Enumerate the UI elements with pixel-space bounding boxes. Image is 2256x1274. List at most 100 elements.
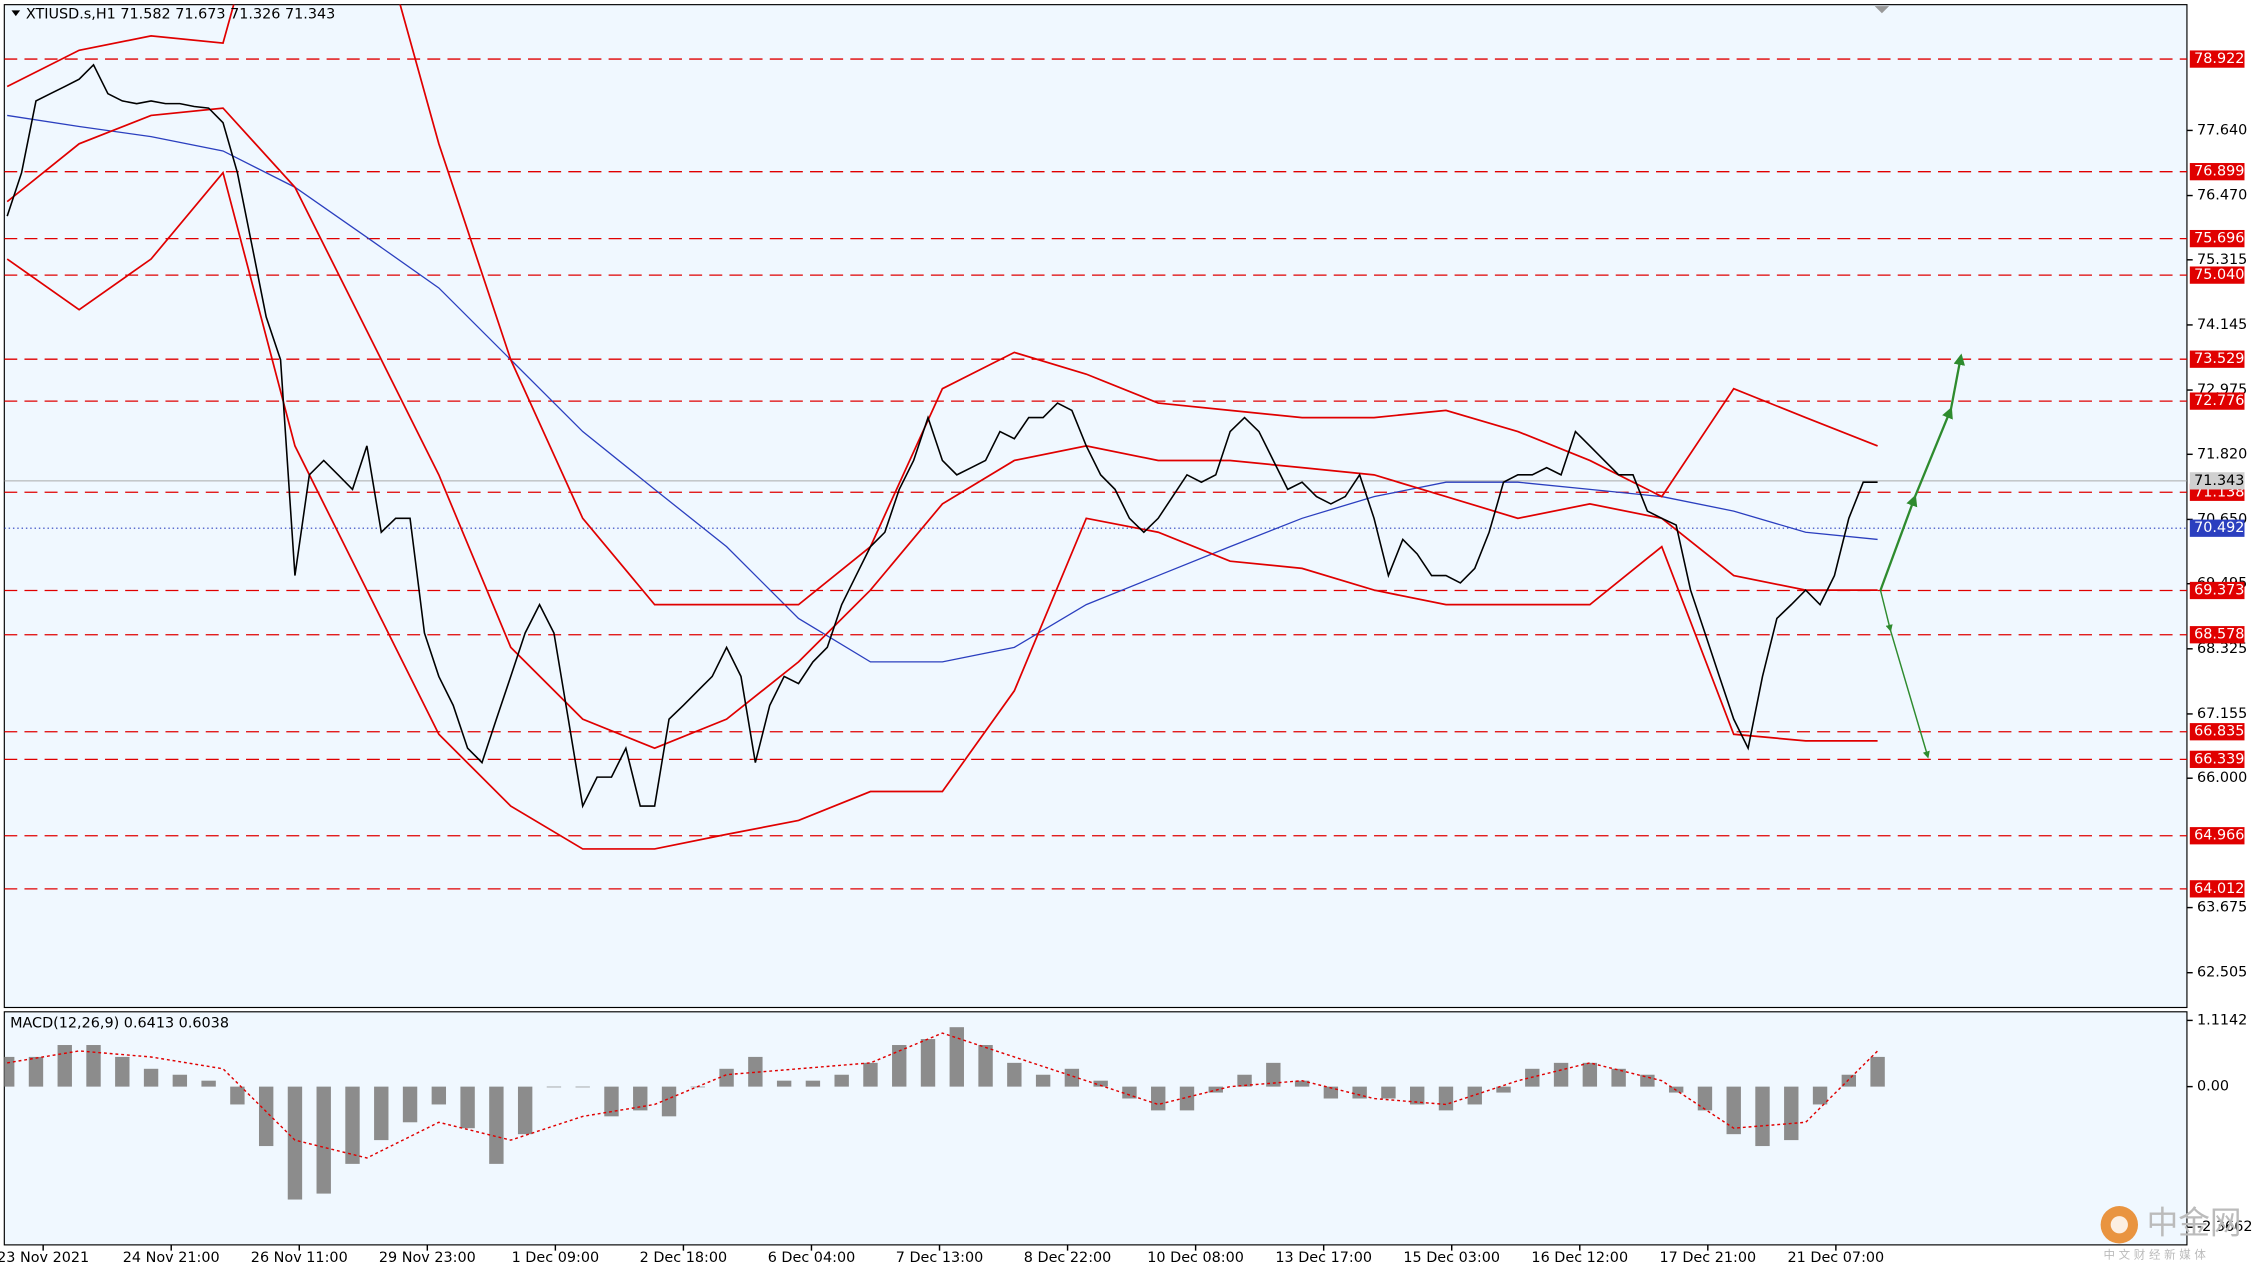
level-box (2189, 229, 2245, 248)
level-label: 73.529 (2194, 351, 2244, 367)
level-box (2189, 266, 2245, 284)
level-label: 64.966 (2194, 828, 2244, 844)
level-label: 64.012 (2194, 881, 2244, 897)
macd-bar (316, 1086, 331, 1194)
macd-bar (1611, 1068, 1626, 1087)
macd-bar (1266, 1062, 1281, 1087)
macd-bar (258, 1086, 274, 1147)
x-tick-label: 15 Dec 03:00 (1403, 1250, 1500, 1266)
macd-bar (1496, 1086, 1511, 1093)
arrow-down-1 (1879, 590, 1893, 632)
level-label: 66.835 (2194, 724, 2244, 740)
x-tick-label: 13 Dec 17:00 (1275, 1250, 1372, 1266)
macd-bar (1122, 1086, 1137, 1099)
macd-bar (920, 1039, 936, 1087)
current-price-label: 71.343 (2194, 473, 2244, 489)
y-tick-label: 71.820 (2197, 446, 2247, 462)
watermark-logo-inner (2110, 1216, 2128, 1234)
macd-bar (834, 1074, 849, 1087)
macd-bar (1093, 1080, 1108, 1087)
macd-bar (604, 1086, 619, 1117)
macd-bar (1812, 1086, 1828, 1105)
level-label: 72.776 (2194, 393, 2244, 409)
macd-bar (1755, 1086, 1770, 1147)
macd-bar (115, 1056, 130, 1087)
level-label: 75.696 (2194, 231, 2244, 247)
macd-bar (575, 1086, 590, 1088)
macd-bar (1151, 1086, 1166, 1111)
y-tick-label: 63.675 (2197, 900, 2247, 916)
watermark-brand: 中金网 (2147, 1206, 2242, 1242)
macd-bar (1697, 1086, 1713, 1111)
macd-bar (517, 1086, 533, 1135)
macd-bar (1438, 1086, 1454, 1111)
shift-marker (1874, 6, 1890, 14)
macd-bar (28, 1056, 44, 1087)
macd-bar (1410, 1086, 1425, 1105)
level-box (2189, 350, 2245, 368)
macd-bar (4, 1056, 15, 1087)
macd-bar (1294, 1080, 1310, 1087)
projection-arrows (1879, 353, 1965, 759)
symbol-title: XTIUSD.s,H1 71.582 71.673 71.326 71.343 (26, 7, 335, 23)
macd-bar (431, 1086, 447, 1105)
macd-tick-label: -2.3662 (2197, 1219, 2253, 1235)
macd-bar (863, 1062, 878, 1087)
macd-bar (402, 1086, 418, 1123)
watermark: 中金网 中 文 财 经 新 媒 体 (2100, 1206, 2242, 1261)
macd-bar (719, 1068, 734, 1087)
macd-bar (1640, 1074, 1655, 1087)
y-tick-label: 75.315 (2197, 252, 2247, 268)
macd-bar (1467, 1086, 1482, 1105)
level-box (2189, 163, 2245, 181)
macd-bar (949, 1027, 964, 1087)
watermark-tagline: 中 文 财 经 新 媒 体 (2103, 1247, 2206, 1261)
macd-bar (633, 1086, 648, 1111)
macd-signal (7, 1032, 1879, 1159)
level-box (2189, 723, 2245, 741)
macd-bar (143, 1068, 159, 1087)
macd-bar (345, 1086, 360, 1164)
ma-level-label: 70.492 (2194, 520, 2244, 536)
macd-bar (1064, 1068, 1080, 1087)
x-tick-label: 16 Dec 12:00 (1531, 1250, 1628, 1266)
macd-bar (1582, 1062, 1598, 1087)
arrow-up-3 (1949, 353, 1965, 410)
level-label: 68.578 (2194, 627, 2244, 643)
macd-bar (460, 1086, 475, 1129)
macd-bar (1841, 1074, 1857, 1087)
macd-bar (86, 1045, 101, 1087)
macd-bar (1870, 1056, 1885, 1087)
macd-bar (978, 1045, 993, 1087)
x-tick-label: 26 Nov 11:00 (251, 1250, 348, 1266)
level-label: 75.040 (2194, 267, 2244, 283)
macd-bar (201, 1080, 216, 1087)
level-box (2189, 880, 2245, 898)
bollinger-lower (6, 170, 1878, 850)
macd-bar (287, 1086, 303, 1200)
level-box (2189, 827, 2245, 845)
macd-bar (748, 1056, 763, 1087)
macd-tick-label: 1.1142 (2197, 1012, 2247, 1028)
main-plot (4, 4, 2187, 890)
arrow-up-2 (1913, 406, 1953, 498)
arrow-up-1 (1879, 494, 1918, 591)
macd-bar (892, 1045, 907, 1087)
price-line (6, 63, 1878, 809)
axes: 77.64076.47075.31574.14572.97571.82070.6… (0, 50, 2253, 1266)
level-label: 78.922 (2194, 51, 2244, 67)
macd-title: MACD(12,26,9) 0.6413 0.6038 (10, 1015, 229, 1031)
level-box (2189, 50, 2245, 68)
x-tick-label: 24 Nov 21:00 (123, 1250, 220, 1266)
level-box (2189, 581, 2245, 600)
moving-average (7, 114, 1878, 663)
macd-bar (1007, 1062, 1022, 1087)
y-tick-label: 62.505 (2197, 965, 2247, 981)
macd-bar (661, 1086, 677, 1117)
macd-bar (805, 1080, 821, 1087)
x-tick-label: 23 Nov 2021 (0, 1250, 89, 1266)
macd-bar (1784, 1086, 1799, 1141)
macd-bar (489, 1086, 504, 1164)
